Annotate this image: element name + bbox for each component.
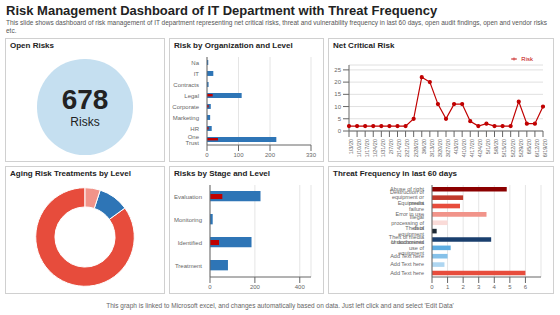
svg-text:Marketing: Marketing [173,115,199,121]
svg-text:1/10/20: 1/10/20 [356,139,362,157]
svg-text:5/15/20: 5/15/20 [501,139,507,157]
svg-text:Add Text here: Add Text here [390,253,424,259]
svg-text:Illegalprocessing ofdata: Illegalprocessing ofdata [391,214,425,231]
svg-text:2/7/20: 2/7/20 [388,139,394,154]
svg-text:4: 4 [493,284,497,290]
svg-text:4/24/20: 4/24/20 [477,139,483,157]
svg-text:2: 2 [461,284,465,290]
svg-text:4/10/20: 4/10/20 [461,139,467,157]
svg-text:4/3/20: 4/3/20 [453,139,459,154]
svg-text:1: 1 [446,284,450,290]
svg-text:330: 330 [306,152,317,158]
svg-text:3/20/20: 3/20/20 [437,139,443,157]
svg-text:Legal: Legal [184,93,199,99]
svg-text:5/29/20: 5/29/20 [518,139,524,157]
svg-text:4/17/20: 4/17/20 [469,139,475,157]
svg-text:6/19/20: 6/19/20 [542,139,548,157]
svg-text:2/28/20: 2/28/20 [413,139,419,157]
svg-text:3/27/20: 3/27/20 [445,139,451,157]
svg-text:0: 0 [338,128,342,134]
svg-text:3/6/20: 3/6/20 [421,139,427,154]
svg-text:5/22/20: 5/22/20 [510,139,516,157]
svg-text:Corporate: Corporate [172,104,199,110]
svg-text:1/24/20: 1/24/20 [372,139,378,157]
svg-text:HR: HR [190,126,199,132]
svg-text:1/31/20: 1/31/20 [380,139,386,157]
svg-text:3/13/20: 3/13/20 [429,139,435,157]
svg-text:400: 400 [295,284,306,290]
svg-text:Add Text here: Add Text here [390,270,424,276]
svg-text:IT: IT [194,71,200,77]
svg-text:0: 0 [208,284,212,290]
svg-text:15: 15 [334,91,341,97]
svg-text:2/14/20: 2/14/20 [396,139,402,157]
svg-text:5/8/20: 5/8/20 [493,139,499,154]
svg-text:Theft of mediaor documents: Theft of mediaor documents [389,234,425,246]
svg-text:20: 20 [334,79,341,85]
svg-text:3: 3 [477,284,481,290]
svg-text:5: 5 [338,116,342,122]
svg-text:Treatment: Treatment [175,263,202,269]
svg-text:Identified: Identified [178,240,202,246]
svg-text:5/1/20: 5/1/20 [485,139,491,154]
svg-text:Na: Na [191,60,199,66]
svg-text:Add Text here: Add Text here [390,261,424,267]
svg-text:100: 100 [234,152,245,158]
svg-text:2/21/20: 2/21/20 [404,139,410,157]
svg-text:Monitoring: Monitoring [174,217,202,223]
svg-text:6/5/20: 6/5/20 [526,139,532,154]
svg-text:200: 200 [250,284,261,290]
svg-text:0: 0 [430,284,434,290]
svg-text:1/17/20: 1/17/20 [364,139,370,157]
svg-text:10: 10 [334,104,341,110]
svg-text:Evaluation: Evaluation [174,194,202,200]
svg-text:OneTrust: OneTrust [186,134,200,146]
svg-text:Destruction ofequipment ormedi: Destruction ofequipment ormedia [390,189,425,206]
svg-text:Equipmentfailure: Equipmentfailure [398,200,425,212]
svg-text:25: 25 [334,67,341,73]
svg-text:Contracts: Contracts [173,82,199,88]
svg-text:5: 5 [508,284,512,290]
svg-text:1/3/20: 1/3/20 [348,139,354,154]
svg-text:6: 6 [524,284,528,290]
svg-text:200: 200 [265,152,276,158]
svg-text:0: 0 [205,152,209,158]
svg-text:6/12/20: 6/12/20 [534,139,540,157]
